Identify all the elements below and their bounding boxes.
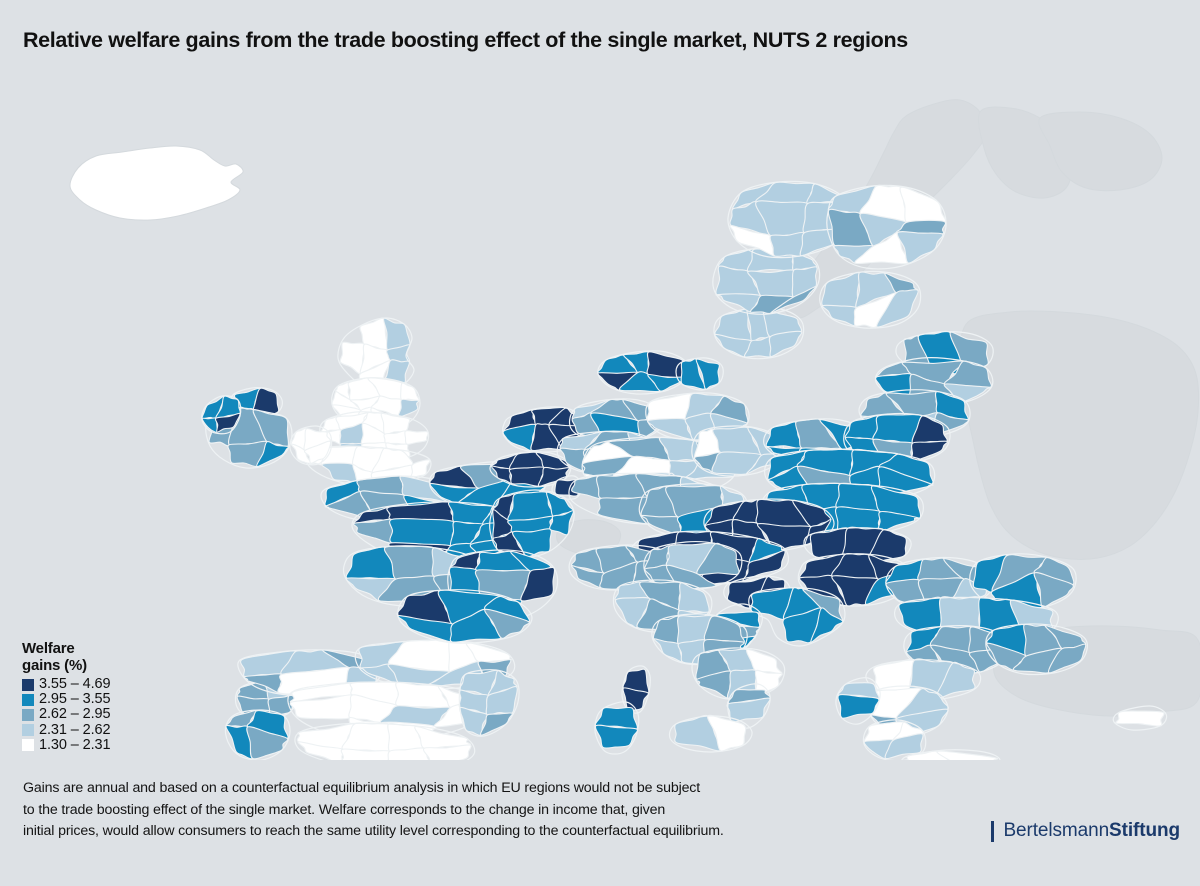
map-nodata-layer: [69, 99, 1200, 717]
map-region: [1115, 710, 1165, 727]
brand-logo: BertelsmannStiftung: [991, 818, 1180, 844]
brand-bar: [991, 820, 995, 842]
legend-title: Welfare gains (%): [22, 640, 202, 674]
map-country-outline: [668, 715, 753, 753]
map-region: [622, 687, 650, 712]
map-country-outline: [289, 425, 333, 466]
legend-swatch: [22, 708, 34, 721]
map-country-outline: [205, 407, 293, 469]
legend-label: 2.62 – 2.95: [39, 706, 111, 723]
map-region: [594, 724, 639, 749]
map-region: [884, 733, 924, 760]
map-region: [768, 330, 803, 358]
map-country-outline: [868, 685, 949, 737]
footnote: Gains are annual and based on a counterf…: [23, 778, 823, 843]
map-country-outline: [568, 398, 665, 443]
map-region: [726, 697, 771, 723]
legend-label: 2.31 – 2.62: [39, 721, 111, 738]
map-region-nodata: [69, 145, 244, 221]
map-region: [711, 451, 763, 476]
map-region: [810, 607, 844, 643]
map-country-outline: [458, 669, 520, 737]
map-region: [520, 566, 556, 602]
map-country-outline: [597, 350, 689, 395]
legend-item: 2.62 – 2.95: [22, 707, 202, 722]
page-title: Relative welfare gains from the trade bo…: [23, 28, 908, 52]
map-country-outline: [643, 541, 743, 591]
map-region: [387, 747, 430, 760]
legend-item: 3.55 – 4.69: [22, 677, 202, 692]
legend-rows: 3.55 – 4.69 2.95 – 3.55 2.62 – 2.95 2.31 – …: [22, 677, 202, 753]
brand-name-light: Bertelsmann: [1003, 820, 1110, 841]
legend: Welfare gains (%) 3.55 – 4.69 2.95 – 3.55…: [22, 640, 202, 753]
map-region: [297, 741, 345, 760]
map-region: [935, 661, 976, 700]
legend-label: 2.95 – 3.55: [39, 691, 111, 708]
map-region: [742, 550, 786, 582]
map-country-outline: [748, 587, 846, 647]
map-country-outline: [819, 270, 922, 329]
legend-title-line1: Welfare: [22, 640, 75, 657]
legend-swatch: [22, 724, 34, 737]
map-region-nodata: [959, 310, 1200, 560]
map-region: [404, 430, 429, 445]
legend-title-line2: gains (%): [22, 657, 87, 674]
map-region: [484, 608, 530, 639]
map-country-outline: [874, 357, 994, 407]
map-svg: [69, 99, 1200, 760]
map-country-outline: [201, 395, 242, 435]
map-region: [340, 748, 392, 760]
footnote-line-2: to the trade boosting effect of the sing…: [23, 801, 666, 818]
map-region: [256, 440, 290, 467]
legend-item: 2.95 – 3.55: [22, 692, 202, 707]
map-region-nodata: [1038, 111, 1163, 192]
map-region: [936, 750, 999, 760]
legend-label: 3.55 – 4.69: [39, 676, 111, 693]
map-country-outline: [797, 553, 910, 607]
legend-swatch: [22, 739, 34, 752]
map-country-outline: [985, 623, 1088, 676]
brand-name: BertelsmannStiftung: [1003, 820, 1180, 842]
map-country-outline: [594, 701, 640, 755]
map-country-outline: [727, 683, 771, 729]
map-country-outline: [1112, 705, 1168, 731]
map-country-outline: [621, 665, 651, 714]
map-region: [1047, 643, 1087, 674]
map-region: [837, 693, 880, 719]
legend-swatch: [22, 678, 34, 691]
map-country-outline: [337, 317, 415, 391]
choropleth-map: [0, 60, 1200, 760]
map-region: [397, 398, 420, 418]
brand-name-bold: Stiftung: [1109, 820, 1180, 841]
footnote-line-1: Gains are annual and based on a counterf…: [23, 780, 701, 796]
map-region: [214, 412, 241, 433]
map-region: [352, 518, 395, 544]
map-region: [877, 510, 921, 533]
map-country-outline: [835, 677, 881, 725]
map-country-outline: [675, 357, 724, 391]
map-country-outline: [826, 184, 947, 270]
legend-item: 2.31 – 2.62: [22, 721, 202, 738]
map-regions-layer: [201, 180, 1168, 760]
map-country-outline: [803, 527, 912, 566]
map-country-outline: [969, 553, 1077, 611]
footnote-line-3: initial prices, would allow consumers to…: [23, 823, 724, 839]
map-country-outline: [903, 625, 1011, 676]
map-country-outline: [224, 709, 291, 760]
map-region: [422, 744, 472, 760]
map-country-outline: [901, 749, 1001, 760]
map-region: [876, 289, 919, 328]
map-region: [770, 285, 817, 314]
map-country-outline: [551, 475, 583, 500]
map-country-outline: [858, 389, 971, 439]
map-country-outline: [691, 647, 786, 701]
map-country-outline: [294, 722, 476, 760]
map-region: [1033, 572, 1074, 608]
legend-item: 1.30 – 2.31: [22, 736, 202, 753]
map-country-outline: [397, 589, 533, 644]
legend-label: 1.30 – 2.31: [39, 736, 111, 753]
legend-swatch: [22, 693, 34, 706]
map-region: [303, 440, 332, 464]
